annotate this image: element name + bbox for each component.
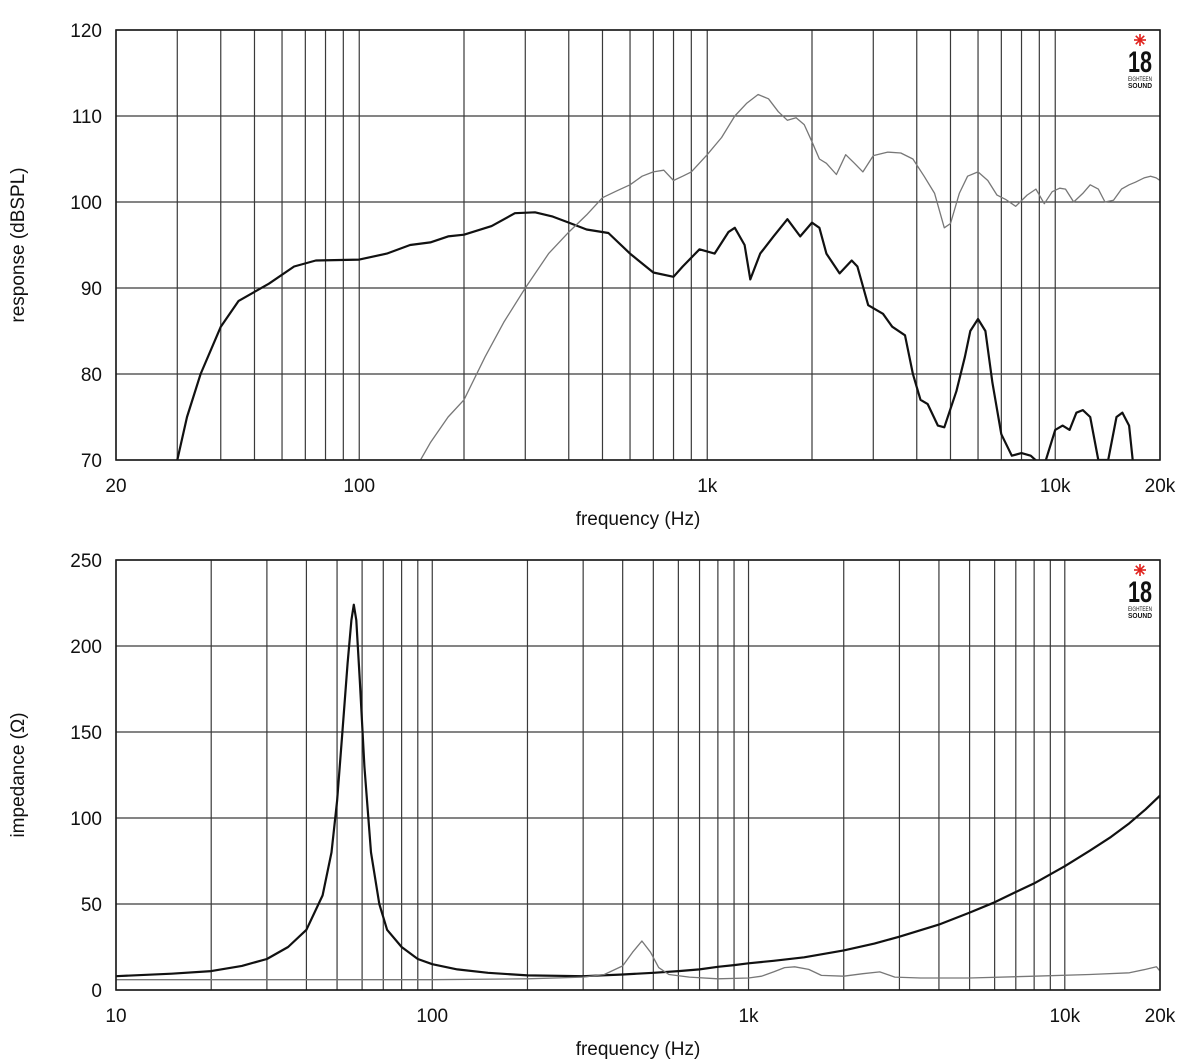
x-tick-label: 1k [697, 476, 718, 497]
y-tick-label: 70 [81, 451, 102, 472]
y-tick-label: 150 [70, 723, 102, 744]
plot-frame [115, 559, 1161, 991]
x-tick-label: 100 [416, 1006, 448, 1027]
x-tick-label: 10 [105, 1006, 126, 1027]
logo-text-line2: SOUND [1128, 613, 1152, 620]
logo-text-line1: EIGHTEEN [1128, 77, 1152, 83]
y-tick-label: 200 [70, 637, 102, 658]
logo-text-line2: SOUND [1128, 83, 1152, 90]
x-axis-label: frequency (Hz) [576, 509, 701, 530]
grid [115, 29, 1161, 461]
series-line-secondary [116, 940, 1160, 981]
chart-panel-2: 0 50 100 150 200 250 10 100 1k 10k 20k frequency (H… [8, 551, 1176, 1060]
y-tick-label: 250 [70, 551, 102, 572]
star-icon [1134, 564, 1146, 576]
y-axis-label: impedance (Ω) [8, 712, 29, 837]
grid [115, 559, 1161, 991]
y-tick-label: 100 [70, 809, 102, 830]
logo-number: 18 [1128, 46, 1152, 79]
x-tick-label: 1k [738, 1006, 759, 1027]
x-tick-label: 100 [343, 476, 375, 497]
y-tick-label: 50 [81, 895, 102, 916]
series-group [116, 603, 1160, 981]
x-axis-label: frequency (Hz) [576, 1039, 701, 1060]
x-tick-label: 20k [1145, 476, 1176, 497]
y-axis-label: response (dBSPL) [8, 167, 29, 322]
y-tick-label: 100 [70, 193, 102, 214]
x-tick-label: 10k [1049, 1006, 1080, 1027]
series-line-main [176, 211, 1134, 460]
x-tick-label: 10k [1040, 476, 1071, 497]
x-tick-label: 20k [1145, 1006, 1176, 1027]
y-tick-label: 90 [81, 279, 102, 300]
y-tick-label: 0 [91, 981, 102, 1002]
x-tick-label: 20 [105, 476, 126, 497]
y-tick-label: 120 [70, 21, 102, 42]
series-line-secondary [419, 93, 1160, 460]
chart-panel-1: 70 80 90 100 110 120 20 100 1k 10k 20k frequency (H… [8, 21, 1176, 530]
y-tick-label: 110 [72, 107, 102, 128]
star-icon [1134, 34, 1146, 46]
plot-frame [115, 29, 1161, 461]
logo-number: 18 [1128, 576, 1152, 609]
y-tick-label: 80 [81, 365, 102, 386]
logo-text-line1: EIGHTEEN [1128, 607, 1152, 613]
series-group [176, 93, 1160, 460]
series-line-main [116, 603, 1160, 978]
